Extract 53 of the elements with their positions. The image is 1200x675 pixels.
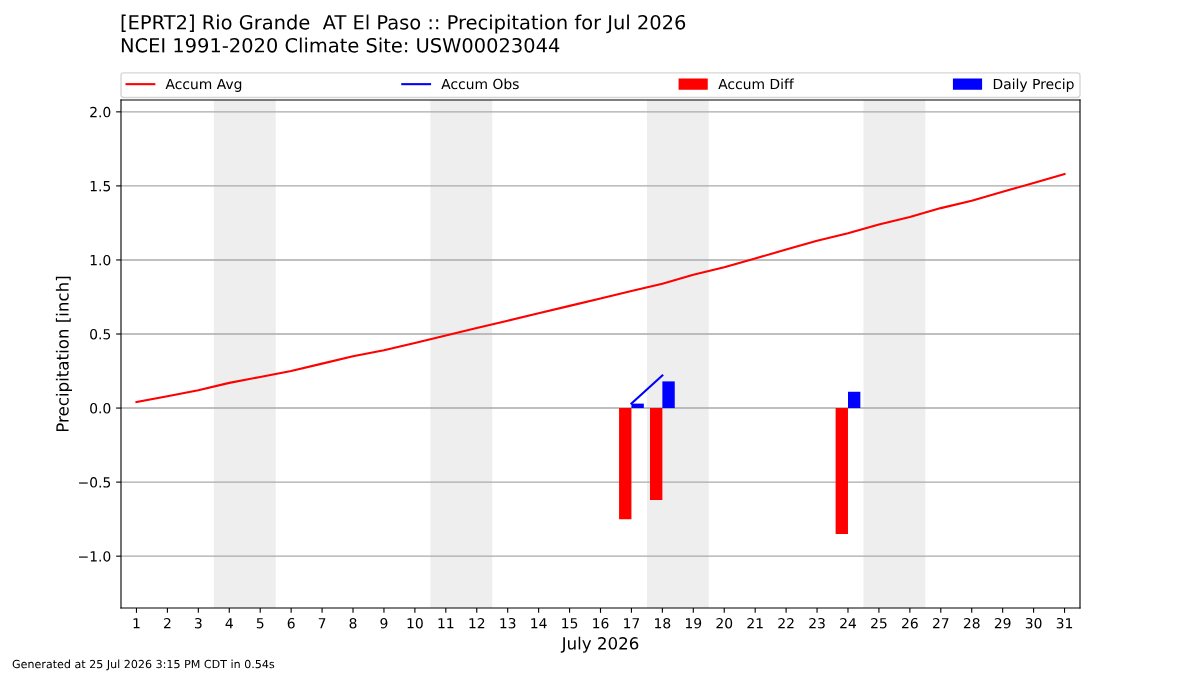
x-tick-label: 22	[778, 617, 794, 629]
legend-label: Accum Avg	[165, 78, 242, 92]
chart-subtitle: NCEI 1991-2020 Climate Site: USW00023044	[121, 37, 560, 53]
x-tick-label: 17	[624, 618, 640, 629]
x-tick-label: 28	[963, 617, 980, 629]
x-tick-label: 25	[871, 617, 887, 629]
x-tick-label: 20	[716, 617, 733, 629]
y-tick-label: 0.0	[90, 403, 111, 414]
x-tick-label: 12	[469, 617, 485, 629]
x-tick-label: 1	[133, 618, 140, 629]
x-tick-label: 6	[287, 617, 295, 629]
x-tick-label: 5	[256, 618, 264, 629]
chart-title: [EPRT2] Rio Grande AT El Paso :: Precipitation for Jul 2026	[121, 14, 686, 34]
x-tick-label: 24	[840, 617, 857, 629]
bar	[650, 408, 663, 500]
legend-label: Daily Precip	[993, 78, 1074, 92]
bar	[662, 381, 675, 409]
bar	[835, 408, 848, 534]
text: Generated at 25 Jul 2026 3:15 PM CDT in 0.54s	[12, 659, 275, 671]
x-tick-label: 2	[164, 617, 171, 629]
x-tick-label: 27	[932, 617, 949, 629]
x-axis-title: July 2026	[560, 636, 639, 653]
x-tick-label: 16	[593, 617, 609, 629]
legend-label: Accum Diff	[718, 78, 795, 90]
x-tick-label: 18	[655, 617, 671, 629]
x-tick-label: 13	[500, 617, 516, 629]
y-tick-label: 0.5	[90, 328, 111, 340]
bar	[619, 408, 632, 520]
x-tick-label: 9	[380, 617, 388, 629]
x-tick-label: 4	[225, 618, 233, 629]
x-tick-label: 11	[438, 618, 454, 629]
x-tick-label: 19	[686, 617, 702, 629]
line-series	[135, 173, 1066, 404]
y-tick-label: −0.5	[79, 477, 111, 488]
x-tick-label: 3	[194, 617, 202, 629]
x-tick-label: 10	[407, 617, 423, 629]
x-tick-label: 15	[562, 618, 578, 629]
y-tick-label: 1.5	[90, 181, 111, 192]
x-tick-label: 29	[994, 617, 1011, 629]
y-tick-label: −1.0	[79, 551, 111, 562]
x-tick-label: 30	[1025, 617, 1042, 629]
x-tick-label: 21	[747, 617, 763, 629]
y-tick-label: 1.0	[90, 254, 111, 266]
x-tick-label: 14	[531, 618, 547, 629]
x-tick-label: 8	[349, 617, 357, 629]
bar	[847, 391, 861, 409]
x-tick-label: 26	[902, 617, 918, 629]
x-tick-label: 31	[1056, 617, 1073, 629]
x-tick-label: 23	[809, 617, 825, 629]
x-tick-label: 7	[318, 618, 326, 629]
y-axis-title: Precipitation [inch]	[55, 276, 72, 432]
y-tick-label: 2.0	[90, 106, 111, 118]
legend-label: Accum Obs	[441, 78, 519, 90]
